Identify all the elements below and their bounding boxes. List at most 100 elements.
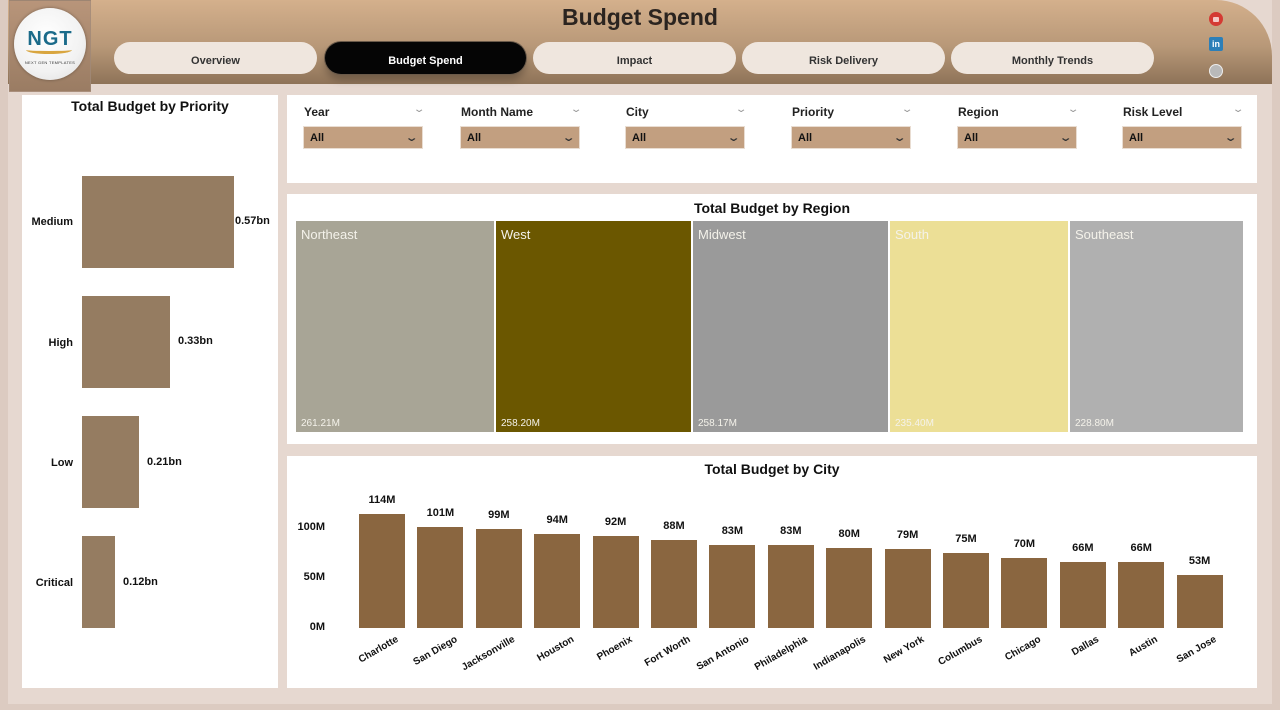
tab-overview[interactable]: Overview — [114, 42, 317, 74]
filter-month-name-select[interactable]: All ⌄ — [460, 126, 580, 149]
priority-label-critical: Critical — [35, 577, 73, 589]
city-axis-label: Philadelphia — [752, 634, 810, 673]
globe-icon[interactable] — [1209, 64, 1223, 78]
tile-label: West — [501, 227, 531, 242]
city-bar[interactable] — [943, 553, 989, 628]
city-axis-label: San Diego — [411, 634, 459, 668]
tile-value: 258.20M — [501, 418, 540, 429]
treemap-tile-south[interactable]: South 235.40M — [890, 221, 1068, 432]
city-bar-value: 80M — [838, 528, 860, 540]
filter-year-select[interactable]: All ⌄ — [303, 126, 423, 149]
city-bar-value: 94M — [546, 514, 568, 526]
logo-subtext: NEXT GEN TEMPLATES — [24, 60, 76, 65]
city-bar-chart-panel: Total Budget by City 100M 50M 0M 114M Cha… — [287, 456, 1257, 688]
priority-bar-critical[interactable] — [82, 536, 115, 628]
tile-value: 228.80M — [1075, 418, 1114, 429]
city-bar-value: 70M — [1013, 538, 1036, 550]
chevron-down-icon[interactable]: ⌄ — [734, 104, 748, 115]
filter-region-select[interactable]: All ⌄ — [957, 126, 1077, 149]
city-bar-value: 66M — [1130, 542, 1152, 554]
tab-impact[interactable]: Impact — [533, 42, 736, 74]
tab-monthly-trends[interactable]: Monthly Trends — [951, 42, 1154, 74]
filter-priority-value: All — [798, 132, 813, 144]
city-bar[interactable] — [1059, 562, 1106, 628]
city-bar[interactable] — [826, 548, 873, 628]
filter-priority-select[interactable]: All ⌄ — [791, 126, 911, 149]
city-bar[interactable] — [1118, 562, 1165, 628]
city-axis-label: New York — [881, 634, 927, 666]
city-bar[interactable] — [1001, 558, 1048, 628]
tile-value: 261.21M — [301, 418, 340, 429]
filter-region-label: Region — [958, 105, 999, 119]
city-bar[interactable] — [475, 529, 522, 628]
city-axis-label: San Jose — [1174, 634, 1219, 666]
city-axis-label: Jacksonville — [460, 634, 518, 674]
city-bar-value: 88M — [663, 520, 685, 532]
city-chart-title: Total Budget by City — [704, 461, 840, 477]
filter-year-value: All — [310, 132, 325, 144]
city-axis-label: Phoenix — [594, 634, 635, 663]
city-bar-value: 114M — [368, 494, 396, 506]
priority-value-medium: 0.57bn — [235, 215, 270, 227]
ngt-logo[interactable]: NGT NEXT GEN TEMPLATES — [14, 8, 86, 80]
tile-label: Southeast — [1075, 227, 1134, 242]
city-bar[interactable] — [651, 540, 697, 628]
chevron-down-icon: ⌄ — [1223, 132, 1238, 144]
city-bar[interactable] — [534, 534, 581, 628]
city-bar-value: 53M — [1188, 555, 1211, 567]
chevron-down-icon: ⌄ — [404, 132, 419, 144]
logo-text: NGT — [27, 28, 73, 50]
city-bar-value: 101M — [426, 507, 455, 519]
priority-bar-low[interactable] — [82, 416, 139, 508]
y-tick-100m: 100M — [297, 521, 325, 533]
treemap-tile-west[interactable]: West 258.20M — [496, 221, 691, 432]
filter-city-select[interactable]: All ⌄ — [625, 126, 745, 149]
filter-city-value: All — [632, 132, 647, 144]
filter-city-label: City — [626, 105, 649, 119]
city-bar-value: 79M — [896, 529, 919, 541]
y-tick-50m: 50M — [303, 571, 325, 583]
chevron-down-icon[interactable]: ⌄ — [1066, 104, 1080, 115]
priority-label-low: Low — [51, 457, 73, 469]
treemap-tile-midwest[interactable]: Midwest 258.17M — [693, 221, 888, 432]
city-bar[interactable] — [417, 527, 464, 628]
city-axis-label: Charlotte — [356, 634, 401, 666]
priority-bar-high[interactable] — [82, 296, 170, 388]
chevron-down-icon: ⌄ — [726, 132, 741, 144]
city-bar[interactable] — [767, 545, 814, 628]
chevron-down-icon[interactable]: ⌄ — [412, 104, 426, 115]
chevron-down-icon[interactable]: ⌄ — [569, 104, 583, 115]
chevron-down-icon[interactable]: ⌄ — [900, 104, 914, 115]
treemap-tile-northeast[interactable]: Northeast 261.21M — [296, 221, 494, 432]
priority-label-high: High — [48, 337, 73, 349]
linkedin-icon[interactable]: in — [1209, 37, 1223, 51]
chevron-down-icon: ⌄ — [892, 132, 907, 144]
city-axis-label: Houston — [535, 634, 576, 664]
city-bar-value: 99M — [488, 509, 510, 521]
filters-panel: Year ⌄ All ⌄ Month Name ⌄ All ⌄ City ⌄ All… — [287, 95, 1257, 183]
priority-bar-medium[interactable] — [82, 176, 234, 268]
youtube-icon[interactable] — [1209, 12, 1223, 26]
tile-value: 235.40M — [895, 418, 934, 429]
treemap-tile-southeast[interactable]: Southeast 228.80M — [1070, 221, 1243, 432]
page-title: Budget Spend — [562, 4, 718, 30]
city-bar[interactable] — [884, 549, 931, 628]
tab-risk-delivery[interactable]: Risk Delivery — [742, 42, 945, 74]
priority-value-high: 0.33bn — [178, 335, 213, 347]
city-bar-value: 66M — [1072, 542, 1094, 554]
city-axis-label: Chicago — [1003, 634, 1043, 664]
filter-month-name-value: All — [467, 132, 482, 144]
tab-budget-spend[interactable]: Budget Spend — [325, 42, 526, 74]
city-bar[interactable] — [359, 514, 405, 628]
tile-label: Northeast — [301, 227, 358, 242]
chevron-down-icon: ⌄ — [1058, 132, 1073, 144]
city-axis-label: Dallas — [1070, 634, 1102, 659]
chevron-down-icon[interactable]: ⌄ — [1231, 104, 1245, 115]
city-bar[interactable] — [592, 536, 639, 628]
city-bar[interactable] — [709, 545, 756, 628]
city-bar-value: 83M — [780, 525, 802, 537]
city-bar[interactable] — [1176, 575, 1223, 628]
tile-value: 258.17M — [698, 418, 737, 429]
city-axis-label: Austin — [1127, 634, 1160, 660]
filter-risk-level-select[interactable]: All ⌄ — [1122, 126, 1242, 149]
